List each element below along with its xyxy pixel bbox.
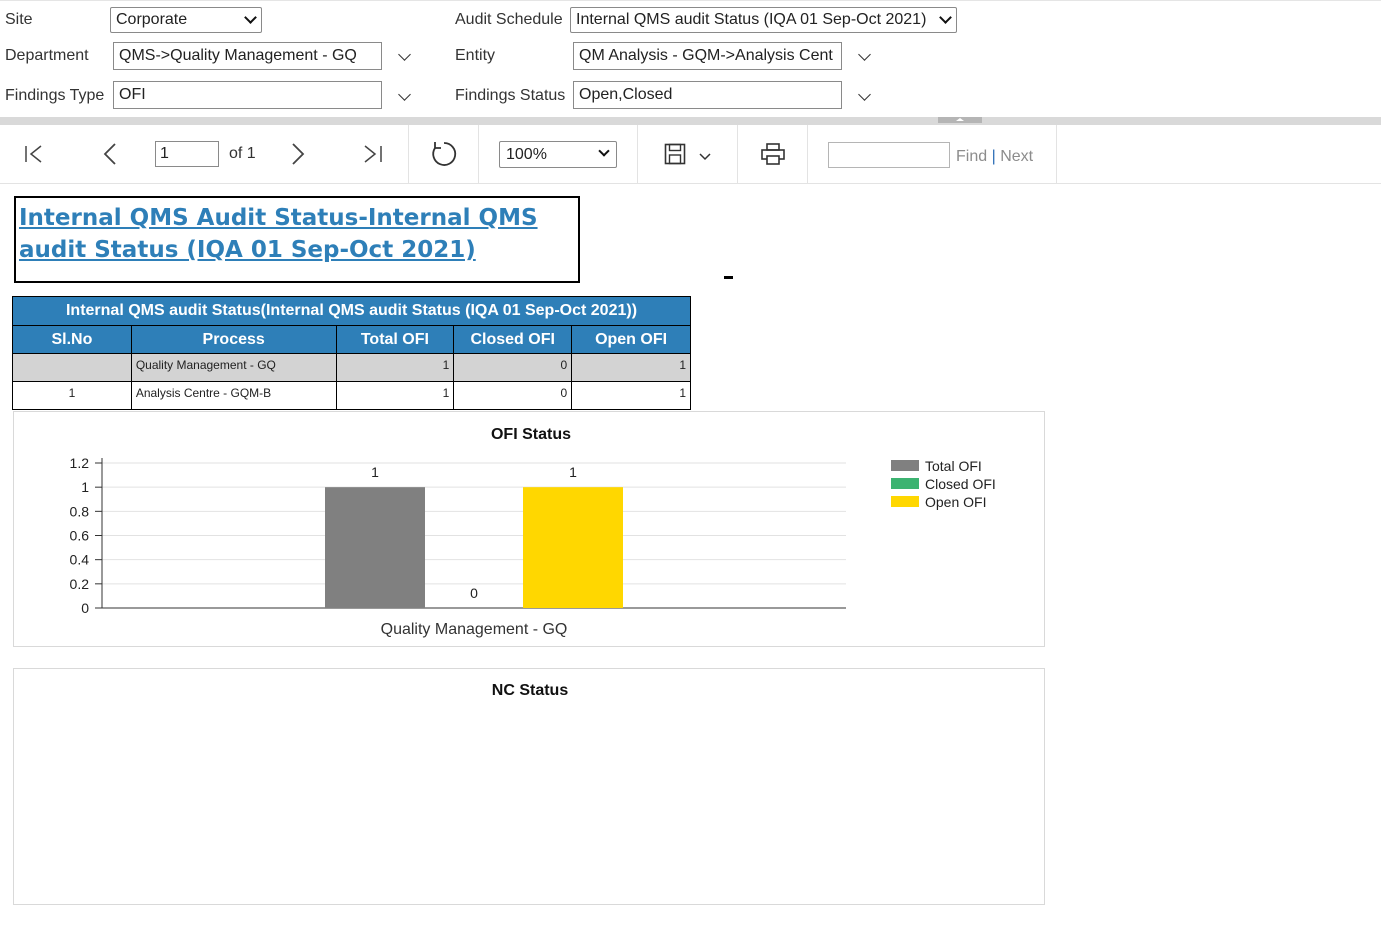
entity-value: QM Analysis - GQM->Analysis Cent <box>579 47 833 64</box>
table-cell: 0 <box>453 353 573 382</box>
chevron-down-icon[interactable] <box>698 152 712 162</box>
department-field[interactable]: QMS->Quality Management - GQ <box>113 42 382 70</box>
save-export-icon[interactable] <box>664 143 686 165</box>
chevron-down-icon[interactable] <box>858 48 871 61</box>
chevron-down-icon <box>598 145 610 157</box>
table-cell: 1 <box>335 381 455 410</box>
last-page-icon[interactable] <box>362 144 384 164</box>
findings-status-value: Open,Closed <box>579 86 673 103</box>
table-cell: 1 <box>571 353 691 382</box>
audit-schedule-select[interactable]: Internal QMS audit Status (IQA 01 Sep-Oc… <box>570 7 957 33</box>
ofi-status-chart: OFI Status 0 0.2 0.4 0.6 0.8 1 1.2 Quality Manag… <box>13 411 1045 647</box>
report-title-box: Internal QMS Audit Status-Internal QMS a… <box>14 196 580 283</box>
zoom-value: 100% <box>506 146 547 163</box>
find-next-button[interactable]: Next <box>1000 148 1034 165</box>
table-cell: 1 <box>335 353 455 382</box>
table-cell: 1 <box>12 381 132 410</box>
y-tick-label: 0.8 <box>70 503 90 519</box>
data-label: 1 <box>371 464 379 480</box>
column-header: Process <box>130 325 337 354</box>
y-tick-label: 0 <box>81 600 89 616</box>
bar-open-ofi <box>523 487 623 608</box>
chevron-down-icon[interactable] <box>398 88 411 101</box>
audit-status-table: Internal QMS audit Status(Internal QMS a… <box>12 296 691 410</box>
report-toolbar: 1 of 1 100% Find | Next <box>0 125 1381 184</box>
x-category-label: Quality Management - GQ <box>381 621 568 638</box>
y-tick-label: 0.2 <box>70 576 90 592</box>
collapse-parameters-handle[interactable] <box>938 117 982 123</box>
group-row: Quality Management - GQ 1 0 1 <box>12 353 691 382</box>
chart-title: OFI Status <box>491 426 571 443</box>
page-number-input[interactable]: 1 <box>155 141 219 167</box>
column-header: Sl.No <box>12 325 132 354</box>
data-label: 0 <box>470 585 478 601</box>
ofi-status-chart-svg: OFI Status 0 0.2 0.4 0.6 0.8 1 1.2 Quality Manag… <box>70 426 996 638</box>
legend-swatch <box>891 496 919 507</box>
y-tick-label: 0.4 <box>70 552 90 568</box>
site-label: Site <box>5 11 33 28</box>
toolbar-divider <box>737 125 738 183</box>
column-header: Closed OFI <box>453 325 573 354</box>
chevron-down-icon[interactable] <box>398 48 411 61</box>
findings-status-label: Findings Status <box>455 87 566 104</box>
site-value: Corporate <box>116 11 188 28</box>
findings-type-label: Findings Type <box>5 87 105 104</box>
chevron-down-icon <box>939 11 952 24</box>
department-value: QMS->Quality Management - GQ <box>119 47 357 64</box>
legend-swatch <box>891 478 919 489</box>
data-label: 1 <box>569 464 577 480</box>
findings-status-field[interactable]: Open,Closed <box>573 81 842 109</box>
toolbar-divider <box>1056 125 1057 183</box>
y-tick-label: 1.2 <box>70 455 90 471</box>
toolbar-divider <box>637 125 638 183</box>
entity-label: Entity <box>455 47 496 64</box>
legend-swatch <box>891 460 919 471</box>
y-tick-label: 0.6 <box>70 528 90 544</box>
next-page-icon[interactable] <box>288 142 308 166</box>
audit-schedule-label: Audit Schedule <box>455 11 563 28</box>
nc-status-title: NC Status <box>491 682 569 699</box>
findings-type-value: OFI <box>119 86 146 103</box>
audit-schedule-value: Internal QMS audit Status (IQA 01 Sep-Oc… <box>576 11 927 28</box>
first-page-icon[interactable] <box>24 144 44 164</box>
page-count-text: of 1 <box>229 145 256 162</box>
toolbar-divider <box>807 125 808 183</box>
print-icon[interactable] <box>760 142 786 166</box>
refresh-icon[interactable] <box>430 140 458 168</box>
table-cell <box>12 353 132 382</box>
zoom-select[interactable]: 100% <box>499 141 617 168</box>
table-cell: Quality Management - GQ <box>130 353 337 382</box>
parameter-splitter[interactable] <box>0 117 1381 125</box>
toolbar-divider <box>408 125 409 183</box>
department-label: Department <box>5 47 89 64</box>
table-row: 1 Analysis Centre - GQM-B 1 0 1 <box>12 381 691 410</box>
previous-page-icon[interactable] <box>100 142 120 166</box>
find-controls: Find | Next <box>956 148 1033 166</box>
findings-type-field[interactable]: OFI <box>113 81 382 109</box>
chevron-down-icon <box>244 11 257 24</box>
find-input[interactable] <box>828 142 950 168</box>
legend-label: Open OFI <box>925 494 986 510</box>
dash-mark <box>724 276 733 279</box>
parameter-area: Site Corporate Audit Schedule Internal Q… <box>0 0 1381 117</box>
nc-status-chart: NC Status <box>13 668 1045 905</box>
table-caption: Internal QMS audit Status(Internal QMS a… <box>12 296 691 326</box>
table-cell: 1 <box>571 381 691 410</box>
entity-field[interactable]: QM Analysis - GQM->Analysis Cent <box>573 42 842 70</box>
toolbar-divider <box>478 125 479 183</box>
table-cell: Analysis Centre - GQM-B <box>130 381 337 410</box>
column-header: Open OFI <box>571 325 691 354</box>
legend-label: Total OFI <box>925 458 982 474</box>
table-cell: 0 <box>453 381 573 410</box>
column-header: Total OFI <box>335 325 455 354</box>
chevron-down-icon[interactable] <box>858 88 871 101</box>
bar-total-ofi <box>325 487 425 608</box>
find-separator: | <box>991 148 996 165</box>
find-button[interactable]: Find <box>956 148 988 165</box>
legend-label: Closed OFI <box>925 476 996 492</box>
report-title-link[interactable]: Internal QMS Audit Status-Internal QMS a… <box>19 205 538 263</box>
y-tick-label: 1 <box>81 479 89 495</box>
site-select[interactable]: Corporate <box>110 7 262 33</box>
